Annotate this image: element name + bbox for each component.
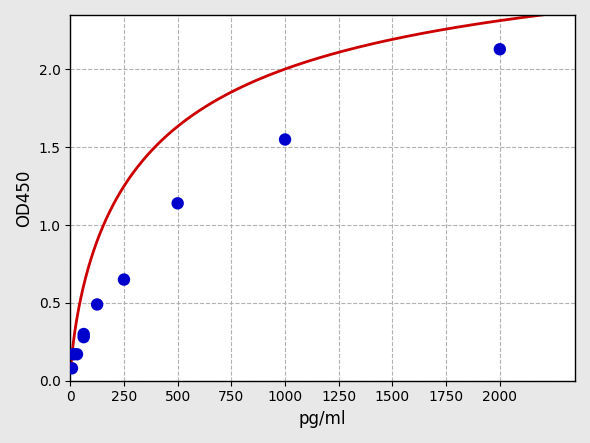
Point (79, 334, 88, 341)
Point (495, 46, 504, 53)
Point (280, 136, 290, 143)
Point (93, 301, 102, 308)
Point (69, 351, 78, 358)
Point (173, 200, 182, 207)
X-axis label: pg/ml: pg/ml (299, 410, 346, 428)
Y-axis label: OD450: OD450 (15, 169, 33, 226)
Point (79, 330, 88, 338)
Point (119, 276, 129, 283)
Point (72, 351, 81, 358)
Point (67, 365, 77, 372)
